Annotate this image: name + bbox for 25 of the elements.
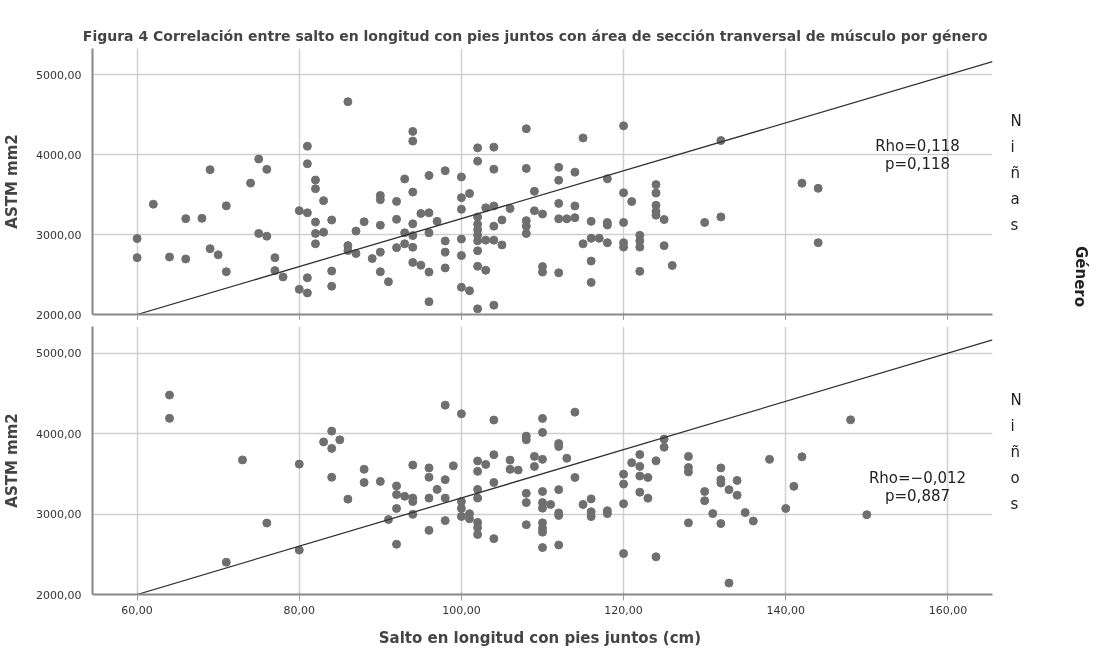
y-tick-label: 2000,00 — [36, 588, 82, 602]
chart-title: Figura 4 Correlación entre salto en longitud con pies juntos con área de sección tranversal de músculo por género — [82, 27, 988, 44]
annotation: Rho=0,118 — [875, 136, 960, 155]
x-tick-label: 120,00 — [604, 603, 643, 617]
annotation: Rho=−0,012 — [868, 469, 967, 488]
y-axis-title: ASTM mm2 — [3, 134, 22, 229]
annotation: p=0,887 — [884, 487, 951, 506]
text: Niñas — [1010, 111, 1022, 234]
annotation: p=0,118 — [884, 154, 951, 173]
y-axis-title: ASTM mm2 — [3, 413, 22, 508]
y-tick-label: 3000,00 — [36, 228, 82, 242]
x-tick-label: 80,00 — [283, 603, 316, 617]
x-tick-label: 140,00 — [766, 603, 805, 617]
y-tick-label: 4000,00 — [36, 427, 82, 441]
y-tick-label: 4000,00 — [36, 148, 82, 162]
x-tick-label: 160,00 — [928, 603, 968, 617]
y-tick-label: 5000,00 — [36, 68, 82, 82]
y-tick-label: 2000,00 — [36, 308, 82, 322]
y-tick-label: 5000,00 — [36, 347, 82, 361]
x-tick-label: 60,00 — [121, 603, 153, 617]
text: Niños — [1010, 390, 1022, 513]
y-tick-label: 3000,00 — [36, 508, 82, 522]
text: Género — [1071, 245, 1090, 308]
x-tick-label: 100,00 — [442, 603, 481, 617]
x-axis-title: Salto en longitud con pies juntos (cm) — [378, 628, 702, 647]
